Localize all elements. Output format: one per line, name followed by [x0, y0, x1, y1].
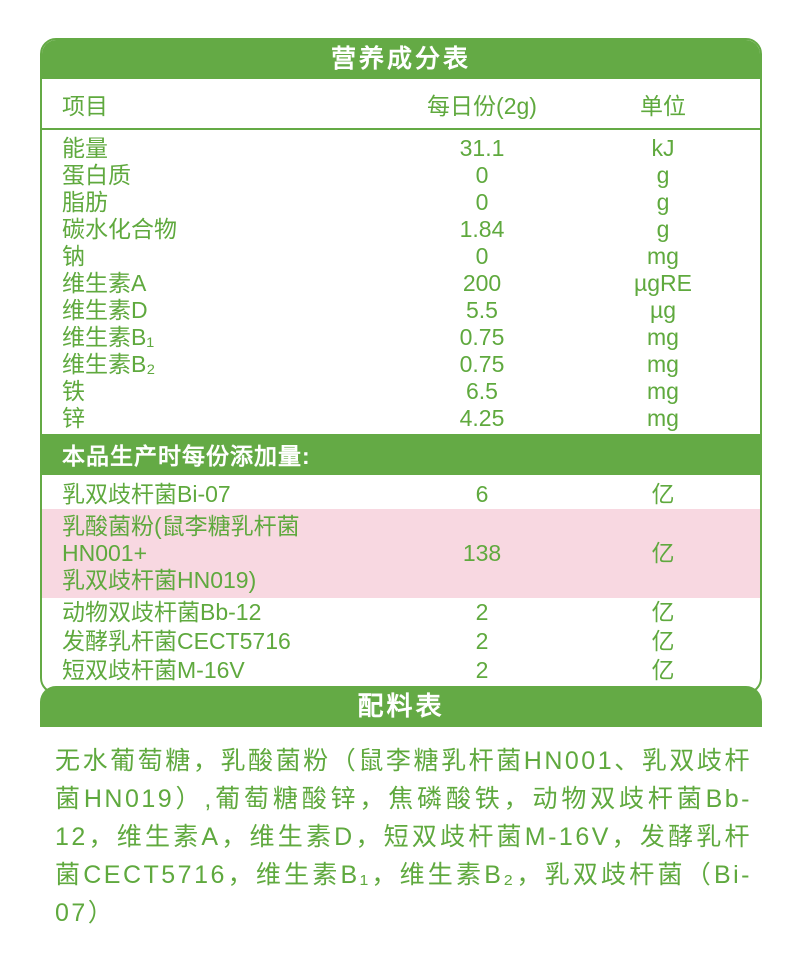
nutrient-value: 31.1 — [459, 135, 505, 161]
nutrient-value: 200 — [462, 270, 502, 296]
nutrient-unit: mg — [647, 324, 679, 350]
nutrient-unit: µgRE — [634, 270, 692, 296]
nutrient-name: 碳水化合物 — [62, 216, 177, 242]
table-row: 碳水化合物 1.84 g — [42, 216, 760, 243]
nutrient-unit: kJ — [651, 135, 675, 161]
nutrient-name: 钠 — [62, 243, 85, 269]
additive-value: 2 — [475, 628, 489, 654]
additive-unit: 亿 — [651, 657, 675, 683]
additive-name: 乳双歧杆菌Bi-07 — [62, 481, 231, 507]
nutrient-value: 0 — [475, 189, 489, 215]
highlighted-table-row: 乳酸菌粉(鼠李糖乳杆菌HN001+ 乳双歧杆菌HN019) 138 亿 — [42, 509, 760, 598]
column-header-unit: 单位 — [640, 93, 686, 119]
nutrient-unit: mg — [647, 378, 679, 404]
nutrient-name: 维生素B₂ — [62, 351, 156, 377]
nutrient-unit: mg — [647, 405, 679, 431]
nutrient-value: 1.84 — [459, 216, 505, 242]
additive-unit: 亿 — [651, 628, 675, 654]
additive-value: 2 — [475, 657, 489, 683]
nutrient-unit: g — [656, 216, 670, 242]
additive-name-line2: 乳双歧杆菌HN019) — [62, 567, 257, 593]
table-row: 发酵乳杆菌CECT5716 2 亿 — [42, 627, 760, 656]
column-header-per-serving: 每日份(2g) — [427, 93, 537, 119]
table-row: 钠 0 mg — [42, 243, 760, 270]
table-row: 铁 6.5 mg — [42, 378, 760, 405]
additive-rows: 乳双歧杆菌Bi-07 6 亿 乳酸菌粉(鼠李糖乳杆菌HN001+ 乳双歧杆菌HN… — [42, 475, 760, 692]
nutrient-value: 4.25 — [459, 405, 505, 431]
ingredients-section: 配料表 无水葡萄糖，乳酸菌粉（鼠李糖乳杆菌HN001、乳双歧杆菌HN019）,葡… — [40, 686, 762, 932]
table-row: 动物双歧杆菌Bb-12 2 亿 — [42, 598, 760, 627]
additive-name: 乳酸菌粉(鼠李糖乳杆菌HN001+ 乳双歧杆菌HN019) — [42, 513, 362, 594]
additives-per-serving-band: 本品生产时每份添加量: — [42, 434, 760, 475]
additive-name: 发酵乳杆菌CECT5716 — [62, 628, 291, 654]
additive-unit: 亿 — [651, 481, 675, 507]
ingredients-title: 配料表 — [40, 686, 762, 727]
nutrient-value: 0.75 — [459, 351, 505, 377]
additive-unit: 亿 — [651, 540, 675, 566]
additive-value: 6 — [475, 481, 489, 507]
nutrient-name: 能量 — [62, 135, 108, 161]
table-header-row: 项目 每日份(2g) 单位 — [42, 79, 760, 130]
nutrition-table-title: 营养成分表 — [42, 40, 760, 79]
nutrient-unit: g — [656, 162, 670, 188]
additive-unit: 亿 — [651, 599, 675, 625]
additive-name: 动物双歧杆菌Bb-12 — [62, 599, 262, 625]
table-row: 维生素B₂ 0.75 mg — [42, 351, 760, 378]
nutrient-value: 5.5 — [466, 297, 498, 323]
table-row: 维生素B₁ 0.75 mg — [42, 324, 760, 351]
additive-name: 短双歧杆菌M-16V — [62, 657, 245, 683]
column-header-item: 项目 — [62, 93, 108, 119]
nutrient-value: 0.75 — [459, 324, 505, 350]
table-row: 锌 4.25 mg — [42, 405, 760, 432]
ingredients-text: 无水葡萄糖，乳酸菌粉（鼠李糖乳杆菌HN001、乳双歧杆菌HN019）,葡萄糖酸锌… — [55, 747, 752, 927]
nutrient-name: 脂肪 — [62, 189, 108, 215]
nutrient-value: 0 — [475, 162, 489, 188]
table-row: 维生素A 200 µgRE — [42, 270, 760, 297]
nutrient-name: 铁 — [62, 378, 85, 404]
table-row: 蛋白质 0 g — [42, 162, 760, 189]
table-row: 乳双歧杆菌Bi-07 6 亿 — [42, 480, 760, 509]
nutrient-name: 蛋白质 — [62, 162, 131, 188]
table-row: 维生素D 5.5 µg — [42, 297, 760, 324]
table-row: 短双歧杆菌M-16V 2 亿 — [42, 656, 760, 685]
additive-value: 2 — [475, 599, 489, 625]
nutrient-value: 0 — [475, 243, 489, 269]
nutrient-unit: mg — [647, 243, 679, 269]
additive-name-line1: 乳酸菌粉(鼠李糖乳杆菌HN001+ — [62, 513, 300, 566]
additive-value: 138 — [462, 540, 502, 566]
nutrient-rows: 能量 31.1 kJ 蛋白质 0 g 脂肪 0 g 碳水化合物 1.84 g 钠… — [42, 130, 760, 434]
nutrient-unit: g — [656, 189, 670, 215]
nutrient-value: 6.5 — [466, 378, 498, 404]
nutrition-facts-table: 营养成分表 项目 每日份(2g) 单位 能量 31.1 kJ 蛋白质 0 g 脂… — [40, 38, 762, 694]
nutrient-name: 维生素A — [62, 270, 147, 296]
nutrient-unit: mg — [647, 351, 679, 377]
nutrient-name: 锌 — [62, 405, 85, 431]
nutrient-unit: µg — [649, 297, 677, 323]
nutrient-name: 维生素D — [62, 297, 148, 323]
table-row: 脂肪 0 g — [42, 189, 760, 216]
nutrient-name: 维生素B₁ — [62, 324, 155, 350]
table-row: 能量 31.1 kJ — [42, 135, 760, 162]
